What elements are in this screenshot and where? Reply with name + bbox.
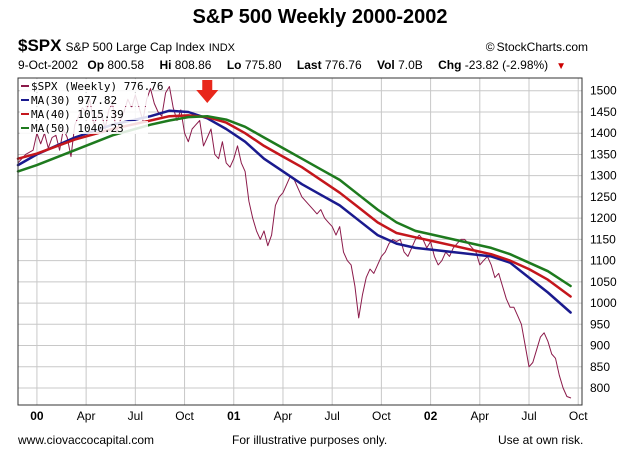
legend-bg	[20, 107, 148, 120]
x-tick-label: Apr	[470, 409, 489, 423]
y-tick-label: 1300	[590, 169, 617, 183]
brand-text: StockCharts.com	[496, 40, 588, 54]
x-tick-label: Jul	[521, 409, 536, 423]
y-tick-label: 1450	[590, 105, 617, 119]
y-tick-label: 1100	[590, 254, 616, 268]
legend-entry: MA(40) 1015.39	[31, 108, 124, 121]
quote-open: Op 800.58	[87, 58, 145, 72]
y-tick-label: 1050	[590, 275, 617, 289]
quote-line: 9-Oct-2002 Op 800.58 Hi 808.86 Lo 775.80…	[18, 58, 578, 72]
series-line-ma-40	[16, 114, 572, 298]
y-tick-label: 850	[590, 360, 610, 374]
symbol-header: $SPX S&P 500 Large Cap Index INDX	[18, 36, 235, 56]
quote-change: Chg -23.82 (-2.98%) ▼	[438, 58, 567, 72]
x-tick-label: Apr	[77, 409, 96, 423]
y-tick-label: 1000	[590, 296, 617, 310]
y-tick-label: 800	[590, 381, 610, 395]
x-tick-label: Apr	[274, 409, 293, 423]
x-tick-label: Oct	[175, 409, 194, 423]
down-arrow-icon	[196, 80, 219, 103]
legend-entry: MA(50) 1040.23	[31, 122, 124, 135]
x-tick-label: Oct	[569, 409, 588, 423]
y-tick-label: 1200	[590, 211, 617, 225]
x-tick-label: 02	[424, 409, 438, 423]
brand-label: © StockCharts.com	[486, 40, 588, 54]
down-triangle-icon: ▼	[556, 61, 567, 72]
quote-volume: Vol 7.0B	[376, 58, 423, 72]
footer-website: www.ciovaccocapital.com	[18, 433, 155, 447]
series-line-ma-30	[16, 109, 572, 314]
y-tick-label: 1500	[590, 84, 617, 98]
x-tick-label: 01	[227, 409, 241, 423]
symbol: $SPX	[18, 36, 62, 55]
plot-frame	[17, 77, 583, 406]
series-line-ma-50	[16, 114, 572, 288]
chart-title: S&P 500 Weekly 2000-2002	[192, 6, 448, 28]
index-name: S&P 500 Large Cap Index	[65, 40, 205, 54]
quote-low: Lo 775.80	[226, 58, 282, 72]
quote-high: Hi 808.86	[159, 58, 212, 72]
y-tick-label: 900	[590, 339, 610, 353]
footer-disclaimer: For illustrative purposes only.	[232, 433, 388, 447]
y-tick-label: 1350	[590, 147, 617, 161]
y-tick-label: 1400	[590, 126, 617, 140]
x-tick-label: Jul	[128, 409, 143, 423]
legend-entry: $SPX (Weekly) 776.76	[31, 80, 163, 93]
quote-last: Last 776.76	[296, 58, 362, 72]
copyright-icon: ©	[485, 40, 495, 54]
legend-bg	[20, 93, 148, 106]
footer-risk: Use at own risk.	[498, 433, 584, 447]
x-tick-label: Oct	[372, 409, 391, 423]
y-tick-label: 1150	[590, 232, 616, 246]
legend-entry: MA(30) 977.82	[31, 94, 117, 107]
exchange-label: INDX	[208, 42, 235, 54]
quote-date: 9-Oct-2002	[18, 58, 79, 72]
y-tick-label: 950	[590, 317, 610, 331]
x-tick-label: 00	[30, 409, 44, 423]
x-tick-label: Jul	[325, 409, 340, 423]
legend-bg	[20, 121, 148, 134]
y-tick-label: 1250	[590, 190, 617, 204]
legend-bg	[20, 79, 148, 92]
